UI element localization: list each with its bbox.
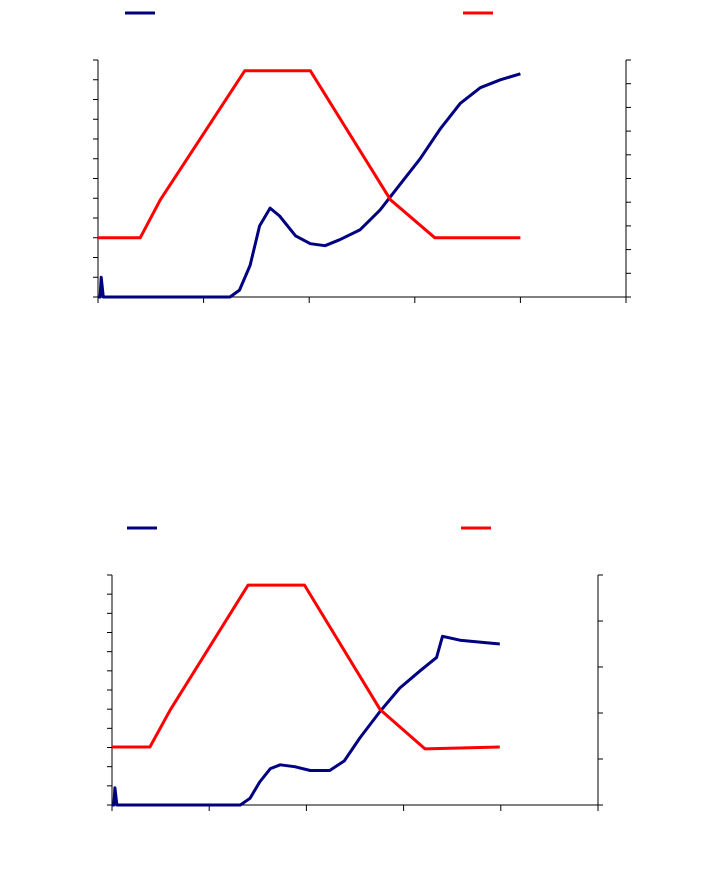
series-line	[112, 583, 500, 751]
series-line	[98, 69, 521, 240]
series-line	[112, 634, 500, 807]
series-line	[98, 72, 521, 299]
